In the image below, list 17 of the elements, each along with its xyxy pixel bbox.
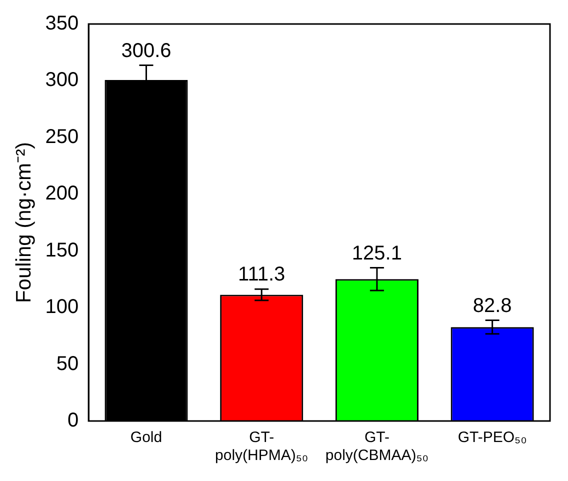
x-tick-label: GT-poly(CBMAA)₅₀ [325,429,429,464]
y-tick-label: 150 [45,239,79,262]
data-label: 82.8 [472,294,512,317]
x-tick-label: Gold [130,429,162,446]
data-label: 111.3 [238,264,286,286]
x-tick-label: GT-PEO₅₀ [458,429,527,446]
y-tick-label: 200 [45,182,79,205]
y-tick-label: 100 [45,296,79,318]
y-tick-label: 0 [67,410,79,432]
y-axis-title: Fouling (ng·cm⁻²) [12,142,36,304]
y-tick-label: 250 [45,126,79,148]
data-label: 125.1 [352,242,402,264]
y-tick-label: 300 [45,69,79,92]
x-tick-label: GT-poly(HPMA)₅₀ [215,429,308,464]
data-label: 300.6 [121,40,172,62]
y-tick-label: 50 [56,352,79,375]
y-tick-label: 350 [45,12,79,35]
